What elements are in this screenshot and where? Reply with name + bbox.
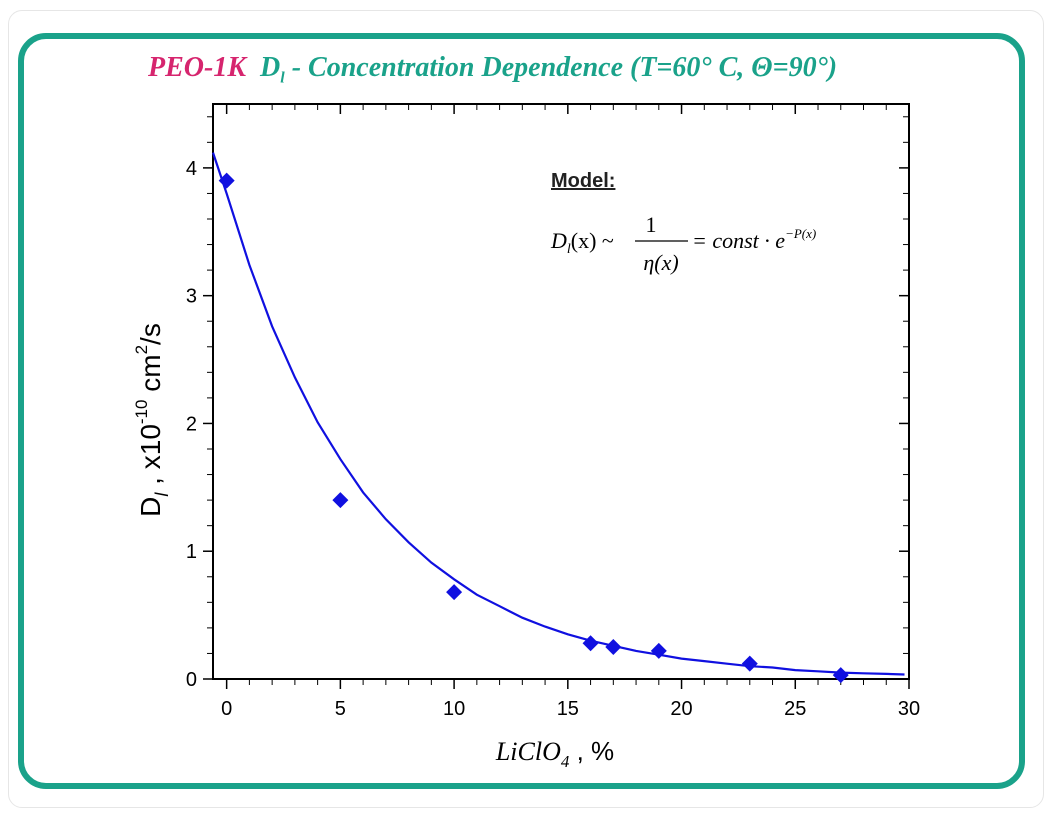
plot-area <box>212 103 910 680</box>
fit-curve <box>211 152 905 676</box>
data-point <box>446 584 463 601</box>
formula-lhs: D <box>550 228 567 253</box>
y-tick-label: 1 <box>186 541 197 563</box>
formula-denominator: η(x) <box>643 250 678 275</box>
data-point <box>741 655 758 672</box>
chart-title: PEO-1K Dl - Concentration Dependence (T=… <box>148 52 837 88</box>
x-tick-label: 10 <box>443 698 465 720</box>
data-point <box>832 667 849 684</box>
ticks-layer: 0 5 10 15 20 25 30 0 1 2 3 4 <box>186 104 920 720</box>
title-rest: - Concentration Dependence (T=60° C, Θ=9… <box>284 52 838 83</box>
formula-rhs: = const · e <box>692 228 785 253</box>
data-point <box>605 639 622 656</box>
data-point <box>650 642 667 659</box>
svg-text:= const · e−P(x): = const · e−P(x) <box>692 226 816 253</box>
points-layer <box>218 172 849 684</box>
slide-frame <box>18 33 1025 789</box>
data-point <box>332 492 349 509</box>
x-tick-label: 25 <box>784 698 806 720</box>
title-symbol: D <box>260 52 281 83</box>
formula-lhs-sub: l <box>567 242 571 257</box>
x-tick-label: 20 <box>670 698 692 720</box>
model-heading: Model: <box>551 170 615 192</box>
formula-lhs-arg: (x) ~ <box>571 228 614 253</box>
y-tick-label: 4 <box>186 158 197 180</box>
y-tick-label: 3 <box>186 286 197 308</box>
x-tick-label: 5 <box>335 698 346 720</box>
y-tick-label: 0 <box>186 669 197 691</box>
y-axis-label: Dl , x10-10 cm2/s <box>132 323 172 517</box>
y-tick-label: 2 <box>186 413 197 435</box>
data-point <box>582 635 599 652</box>
formula-numerator: 1 <box>646 212 657 237</box>
data-point <box>218 172 235 189</box>
outer-frame <box>8 10 1044 808</box>
title-prefix: PEO-1K <box>148 52 246 83</box>
x-axis-label: LiClO4 , % <box>495 736 614 771</box>
x-tick-label: 30 <box>898 698 920 720</box>
fit-line-layer <box>211 152 905 676</box>
svg-text:Dl(x) ~: Dl(x) ~ <box>550 228 614 257</box>
title-symbol-sub: l <box>280 69 285 87</box>
formula-exponent: −P(x) <box>785 226 816 241</box>
x-tick-label: 15 <box>557 698 579 720</box>
x-tick-label: 0 <box>221 698 232 720</box>
model-formula: Dl(x) ~ 1 η(x) = const · e−P(x) <box>550 212 816 275</box>
